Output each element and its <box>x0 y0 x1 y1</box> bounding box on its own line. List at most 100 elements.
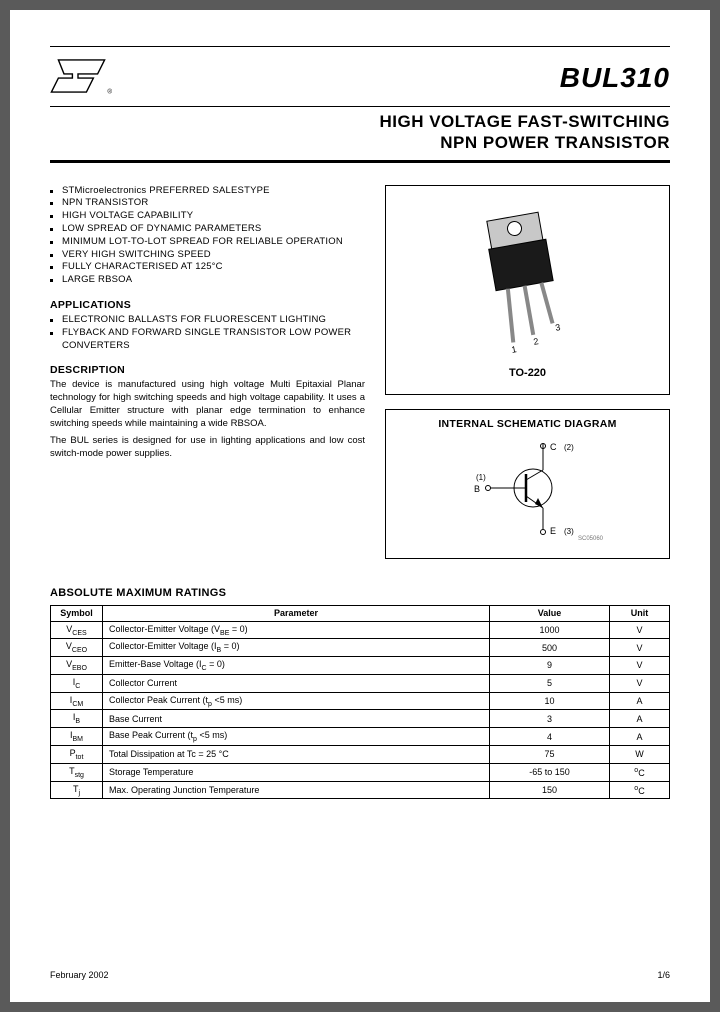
application-item: ELECTRONIC BALLASTS FOR FLUORESCENT LIGH… <box>50 314 365 327</box>
col-parameter: Parameter <box>103 605 490 621</box>
cell-parameter: Emitter-Base Voltage (IC = 0) <box>103 657 490 675</box>
footer-page: 1/6 <box>657 970 670 980</box>
col-symbol: Symbol <box>51 605 103 621</box>
cell-unit: W <box>610 746 670 764</box>
svg-text:(2): (2) <box>564 443 574 452</box>
table-row: ICMCollector Peak Current (tp <5 ms)10A <box>51 692 670 710</box>
table-row: IBBase Current3A <box>51 710 670 728</box>
table-row: TstgStorage Temperature-65 to 150oC <box>51 763 670 781</box>
svg-text:2: 2 <box>532 336 539 347</box>
cell-parameter: Base Current <box>103 710 490 728</box>
ratings-tbody: VCESCollector-Emitter Voltage (VBE = 0)1… <box>51 621 670 799</box>
cell-value: -65 to 150 <box>490 763 610 781</box>
description-heading: DESCRIPTION <box>50 364 365 376</box>
to220-icon: 1 2 3 <box>463 207 593 357</box>
feature-item: HIGH VOLTAGE CAPABILITY <box>50 210 365 223</box>
cell-unit: V <box>610 621 670 639</box>
svg-text:C: C <box>550 442 557 452</box>
cell-parameter: Collector Current <box>103 674 490 692</box>
left-column: STMicroelectronics PREFERRED SALESTYPE N… <box>50 185 365 559</box>
cell-parameter: Base Peak Current (tp <5 ms) <box>103 728 490 746</box>
cell-unit: V <box>610 674 670 692</box>
feature-item: FULLY CHARACTERISED AT 125°C <box>50 261 365 274</box>
cell-symbol: IB <box>51 710 103 728</box>
cell-value: 9 <box>490 657 610 675</box>
cell-value: 1000 <box>490 621 610 639</box>
cell-symbol: Ptot <box>51 746 103 764</box>
svg-text:3: 3 <box>554 322 561 333</box>
feature-item: NPN TRANSISTOR <box>50 197 365 210</box>
cell-unit: A <box>610 710 670 728</box>
svg-text:1: 1 <box>510 344 517 355</box>
subtitle-line1: HIGH VOLTAGE FAST-SWITCHING <box>50 111 670 132</box>
table-header-row: Symbol Parameter Value Unit <box>51 605 670 621</box>
footer-date: February 2002 <box>50 970 109 980</box>
cell-value: 4 <box>490 728 610 746</box>
schematic-box: INTERNAL SCHEMATIC DIAGRAM C (2) B (1) <box>385 409 670 559</box>
ratings-table: Symbol Parameter Value Unit VCESCollecto… <box>50 605 670 800</box>
table-row: TjMax. Operating Junction Temperature150… <box>51 781 670 799</box>
cell-parameter: Total Dissipation at Tc = 25 °C <box>103 746 490 764</box>
svg-text:(1): (1) <box>476 473 486 482</box>
two-column-region: STMicroelectronics PREFERRED SALESTYPE N… <box>50 185 670 559</box>
cell-symbol: IBM <box>51 728 103 746</box>
cell-unit: A <box>610 728 670 746</box>
cell-value: 10 <box>490 692 610 710</box>
subtitle-line2: NPN POWER TRANSISTOR <box>50 132 670 153</box>
col-unit: Unit <box>610 605 670 621</box>
table-row: IBMBase Peak Current (tp <5 ms)4A <box>51 728 670 746</box>
cell-value: 500 <box>490 639 610 657</box>
svg-text:®: ® <box>107 88 112 96</box>
schematic-code: SC05060 <box>578 536 604 541</box>
right-column: 1 2 3 TO-220 INTERNAL SCHEMATIC DIAGRAM … <box>385 185 670 559</box>
npn-schematic-icon: C (2) B (1) E (3) SC05060 <box>438 436 618 541</box>
package-box: 1 2 3 TO-220 <box>385 185 670 395</box>
cell-parameter: Collector Peak Current (tp <5 ms) <box>103 692 490 710</box>
svg-text:(3): (3) <box>564 527 574 536</box>
cell-symbol: Tstg <box>51 763 103 781</box>
header-row: ® BUL310 <box>50 51 670 104</box>
cell-symbol: VCEO <box>51 639 103 657</box>
cell-symbol: Tj <box>51 781 103 799</box>
package-label: TO-220 <box>509 367 546 379</box>
feature-item: LARGE RBSOA <box>50 274 365 287</box>
rule-under-header <box>50 106 670 107</box>
applications-heading: APPLICATIONS <box>50 299 365 311</box>
cell-value: 75 <box>490 746 610 764</box>
svg-text:E: E <box>550 526 556 536</box>
description-body: The device is manufactured using high vo… <box>50 379 365 460</box>
cell-symbol: VCES <box>51 621 103 639</box>
feature-item: STMicroelectronics PREFERRED SALESTYPE <box>50 185 365 198</box>
cell-symbol: ICM <box>51 692 103 710</box>
cell-value: 5 <box>490 674 610 692</box>
cell-unit: oC <box>610 781 670 799</box>
table-row: ICCollector Current5V <box>51 674 670 692</box>
schematic-title: INTERNAL SCHEMATIC DIAGRAM <box>438 418 616 430</box>
cell-unit: A <box>610 692 670 710</box>
cell-parameter: Collector-Emitter Voltage (VBE = 0) <box>103 621 490 639</box>
feature-item: VERY HIGH SWITCHING SPEED <box>50 249 365 262</box>
cell-parameter: Max. Operating Junction Temperature <box>103 781 490 799</box>
table-row: VCESCollector-Emitter Voltage (VBE = 0)1… <box>51 621 670 639</box>
datasheet-page: ® BUL310 HIGH VOLTAGE FAST-SWITCHING NPN… <box>10 10 710 1002</box>
table-row: PtotTotal Dissipation at Tc = 25 °C75W <box>51 746 670 764</box>
cell-unit: V <box>610 639 670 657</box>
description-para1: The device is manufactured using high vo… <box>50 379 365 430</box>
table-row: VEBOEmitter-Base Voltage (IC = 0)9V <box>51 657 670 675</box>
st-logo: ® <box>50 51 120 104</box>
cell-symbol: IC <box>51 674 103 692</box>
cell-parameter: Storage Temperature <box>103 763 490 781</box>
features-list: STMicroelectronics PREFERRED SALESTYPE N… <box>50 185 365 288</box>
part-number: BUL310 <box>560 62 670 94</box>
cell-value: 3 <box>490 710 610 728</box>
col-value: Value <box>490 605 610 621</box>
rule-thick <box>50 160 670 163</box>
feature-item: LOW SPREAD OF DYNAMIC PARAMETERS <box>50 223 365 236</box>
table-row: VCEOCollector-Emitter Voltage (IB = 0)50… <box>51 639 670 657</box>
applications-list: ELECTRONIC BALLASTS FOR FLUORESCENT LIGH… <box>50 314 365 352</box>
subtitle: HIGH VOLTAGE FAST-SWITCHING NPN POWER TR… <box>50 111 670 154</box>
cell-symbol: VEBO <box>51 657 103 675</box>
feature-item: MINIMUM LOT-TO-LOT SPREAD FOR RELIABLE O… <box>50 236 365 249</box>
ratings-heading: ABSOLUTE MAXIMUM RATINGS <box>50 587 670 599</box>
application-item: FLYBACK AND FORWARD SINGLE TRANSISTOR LO… <box>50 327 365 353</box>
